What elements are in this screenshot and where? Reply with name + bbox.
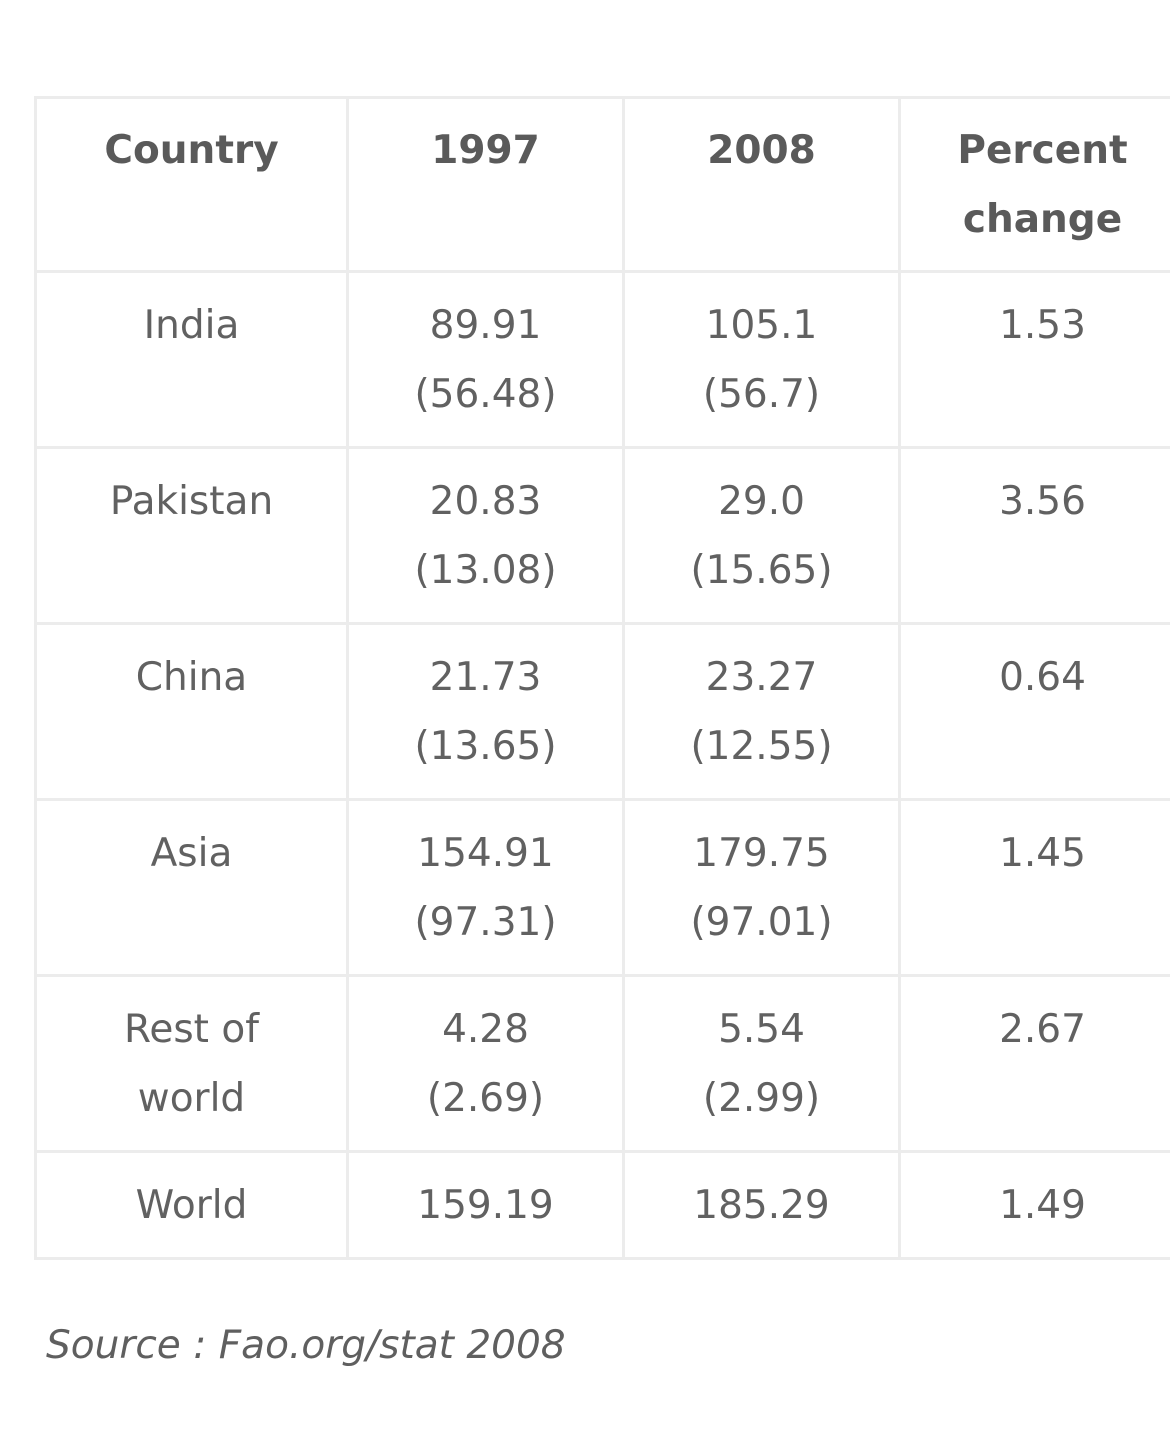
cell-1997: 154.91 (97.31) (346, 798, 625, 977)
share-2008: (97.01) (690, 900, 833, 945)
table-header-row: Country 1997 2008 Percent change (34, 96, 1170, 273)
cell-2008: 185.29 (622, 1150, 901, 1260)
share-2008: (15.65) (690, 548, 833, 593)
country-name-line2: world (137, 1076, 246, 1121)
production-table: Country 1997 2008 Percent change India 8… (34, 96, 1170, 1260)
cell-2008: 23.27 (12.55) (622, 622, 901, 801)
value-2008: 5.54 (718, 1007, 805, 1052)
header-percent-change-line2: change (962, 197, 1123, 242)
country-name: China (135, 655, 248, 700)
share-2008: (2.99) (702, 1076, 821, 1121)
value-1997: 89.91 (429, 303, 542, 348)
value-2008: 185.29 (693, 1183, 830, 1228)
cell-country: Asia (34, 798, 349, 977)
table-row: Asia 154.91 (97.31) 179.75 (97.01) 1.45 (34, 798, 1170, 977)
cell-2008: 5.54 (2.99) (622, 974, 901, 1153)
percent-change-value: 1.45 (999, 831, 1086, 876)
country-name: World (135, 1183, 248, 1228)
cell-percent-change: 1.45 (898, 798, 1170, 977)
country-name: Asia (150, 831, 233, 876)
cell-1997: 159.19 (346, 1150, 625, 1260)
share-1997: (13.08) (414, 548, 557, 593)
country-name: Pakistan (109, 479, 274, 524)
cell-country: China (34, 622, 349, 801)
share-1997: (13.65) (414, 724, 557, 769)
table-row: Pakistan 20.83 (13.08) 29.0 (15.65) 3.56 (34, 446, 1170, 625)
value-1997: 159.19 (417, 1183, 554, 1228)
country-name: India (143, 303, 240, 348)
percent-change-value: 1.53 (999, 303, 1086, 348)
value-1997: 20.83 (429, 479, 542, 524)
cell-1997: 89.91 (56.48) (346, 270, 625, 449)
share-1997: (2.69) (426, 1076, 545, 1121)
cell-percent-change: 1.53 (898, 270, 1170, 449)
source-caption: Source : Fao.org/stat 2008 (46, 1323, 566, 1368)
country-name-line1: Rest of (124, 1007, 259, 1052)
header-percent-change-line1: Percent (957, 128, 1128, 173)
value-1997: 21.73 (429, 655, 542, 700)
cell-percent-change: 2.67 (898, 974, 1170, 1153)
cell-2008: 105.1 (56.7) (622, 270, 901, 449)
cell-percent-change: 3.56 (898, 446, 1170, 625)
cell-country: Rest of world (34, 974, 349, 1153)
share-2008: (12.55) (690, 724, 833, 769)
header-percent-change: Percent change (898, 96, 1170, 273)
value-2008: 29.0 (718, 479, 805, 524)
cell-1997: 20.83 (13.08) (346, 446, 625, 625)
value-2008: 23.27 (705, 655, 818, 700)
cell-2008: 29.0 (15.65) (622, 446, 901, 625)
value-1997: 154.91 (417, 831, 554, 876)
cell-country: India (34, 270, 349, 449)
share-1997: (97.31) (414, 900, 557, 945)
share-2008: (56.7) (702, 372, 821, 417)
table-row-total: World 159.19 185.29 1.49 (34, 1150, 1170, 1260)
percent-change-value: 1.49 (999, 1183, 1086, 1228)
cell-2008: 179.75 (97.01) (622, 798, 901, 977)
header-2008: 2008 (622, 96, 901, 273)
cell-1997: 4.28 (2.69) (346, 974, 625, 1153)
header-country: Country (34, 96, 349, 273)
percent-change-value: 3.56 (999, 479, 1086, 524)
share-1997: (56.48) (414, 372, 557, 417)
cell-1997: 21.73 (13.65) (346, 622, 625, 801)
cell-percent-change: 0.64 (898, 622, 1170, 801)
data-table-container: Country 1997 2008 Percent change India 8… (34, 96, 1170, 1260)
percent-change-value: 2.67 (999, 1007, 1086, 1052)
cell-percent-change: 1.49 (898, 1150, 1170, 1260)
cell-country: Pakistan (34, 446, 349, 625)
table-row: Rest of world 4.28 (2.69) 5.54 (2.99) 2.… (34, 974, 1170, 1153)
table-row: India 89.91 (56.48) 105.1 (56.7) 1.53 (34, 270, 1170, 449)
cell-country: World (34, 1150, 349, 1260)
value-1997: 4.28 (442, 1007, 529, 1052)
table-row: China 21.73 (13.65) 23.27 (12.55) 0.64 (34, 622, 1170, 801)
value-2008: 105.1 (705, 303, 818, 348)
percent-change-value: 0.64 (999, 655, 1086, 700)
header-1997: 1997 (346, 96, 625, 273)
value-2008: 179.75 (693, 831, 830, 876)
